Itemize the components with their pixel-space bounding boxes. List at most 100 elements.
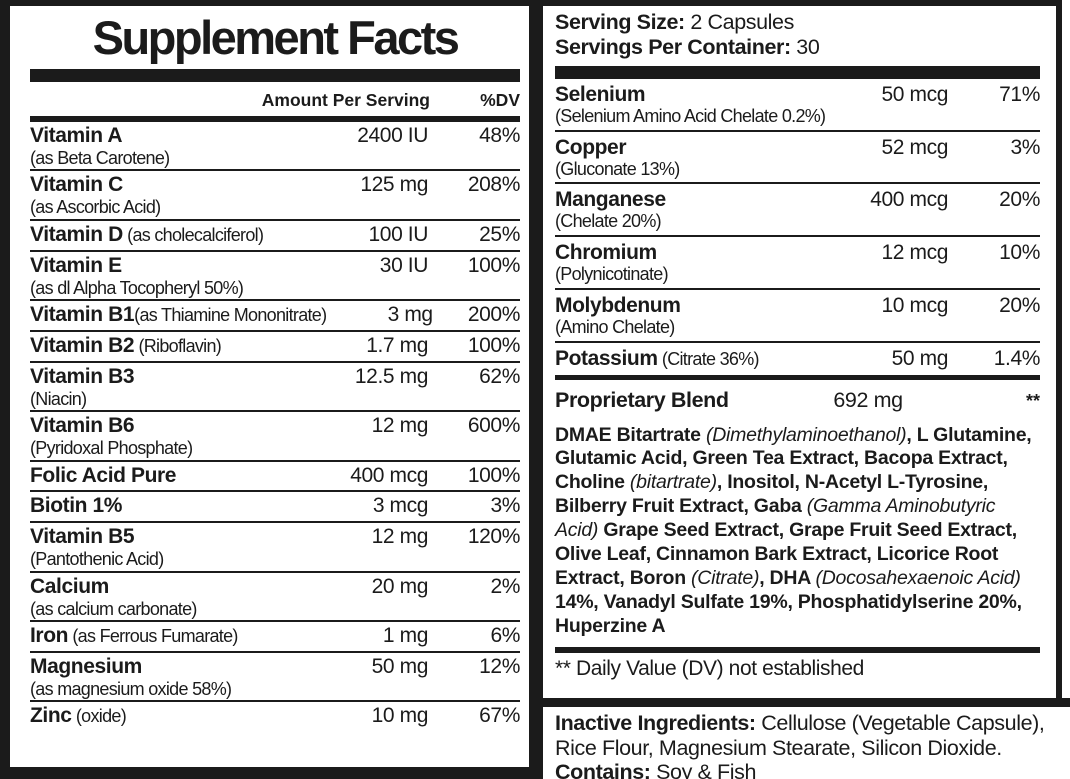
serving-size-label: Serving Size: bbox=[555, 10, 685, 34]
nutrient-row-main: Vitamin D (as cholecalciferol) 100 IU 25… bbox=[30, 223, 520, 248]
nutrient-source-inline: (as Thiamine Mononitrate) bbox=[134, 305, 327, 326]
nutrient-row-main: Selenium 50 mcg 71% bbox=[555, 83, 1040, 107]
proprietary-blend-amount: 692 mg bbox=[833, 387, 903, 412]
servings-per-container-label: Servings Per Container: bbox=[555, 34, 791, 59]
servings-per-container-line: Servings Per Container: 30 bbox=[555, 35, 1040, 60]
nutrient-source: (as calcium carbonate) bbox=[30, 598, 197, 619]
nutrient-row: Vitamin B6 12 mg 600% (Pyridoxal Phospha… bbox=[30, 410, 520, 459]
nutrient-row-main: Vitamin B2 (Riboflavin) 1.7 mg 100% bbox=[30, 334, 520, 359]
nutrient-name: Vitamin D bbox=[30, 222, 123, 246]
column-divider bbox=[529, 6, 543, 779]
nutrient-source: (as Ascorbic Acid) bbox=[30, 197, 161, 218]
nutrient-dv: 25% bbox=[479, 222, 520, 246]
nutrient-name: Potassium bbox=[555, 346, 658, 370]
nutrient-row: Vitamin C 125 mg 208% (as Ascorbic Acid) bbox=[30, 169, 520, 218]
nutrient-row: Vitamin D (as cholecalciferol) 100 IU 25… bbox=[30, 218, 520, 250]
inactive-ingredients-value: Cellulose (Vegetable Capsule), Rice Flou… bbox=[555, 711, 1045, 760]
nutrient-row: Potassium (Citrate 36%) 50 mg 1.4% bbox=[555, 340, 1040, 375]
nutrient-row-main: Chromium 12 mcg 10% bbox=[555, 241, 1040, 265]
nutrient-dv: 200% bbox=[467, 303, 521, 327]
nutrient-dv: 3% bbox=[1010, 135, 1040, 159]
nutrient-name: Chromium bbox=[555, 241, 657, 265]
nutrient-name-cell: Copper bbox=[555, 136, 836, 160]
nutrient-source-inline: (Citrate 36%) bbox=[657, 348, 760, 369]
nutrient-name-cell: Calcium bbox=[30, 575, 316, 600]
nutrient-source: (Selenium Amino Acid Chelate 0.2%) bbox=[555, 106, 826, 126]
nutrient-name-cell: Vitamin B3 bbox=[30, 365, 316, 390]
nutrient-name: Calcium bbox=[30, 574, 109, 598]
nutrient-name-cell: Chromium bbox=[555, 241, 836, 265]
nutrient-name-cell: Magnesium bbox=[30, 655, 316, 680]
nutrient-row: Vitamin B2 (Riboflavin) 1.7 mg 100% bbox=[30, 329, 520, 361]
nutrient-dv: 2% bbox=[490, 574, 520, 598]
nutrient-name: Vitamin E bbox=[30, 253, 122, 277]
nutrient-amount: 52 mcg bbox=[881, 135, 949, 159]
nutrient-name-cell: Zinc (oxide) bbox=[30, 704, 316, 729]
nutrient-name: Vitamin B5 bbox=[30, 525, 135, 549]
blend-ingredient-latin-name: (Gamma Aminobutyric Acid) bbox=[555, 495, 996, 542]
nutrient-dv: 100% bbox=[467, 253, 521, 277]
proprietary-blend-row: Proprietary Blend 692 mg ** bbox=[555, 374, 1040, 415]
nutrient-row: Manganese 400 mcg 20% (Chelate 20%) bbox=[555, 182, 1040, 235]
nutrient-name-cell: Vitamin A bbox=[30, 124, 316, 149]
nutrient-amount: 30 IU bbox=[379, 253, 429, 277]
contains-label: Contains: bbox=[555, 760, 651, 779]
nutrient-row: Vitamin B1(as Thiamine Mononitrate) 3 mg… bbox=[30, 299, 520, 330]
proprietary-blend-dv: ** bbox=[1025, 390, 1040, 411]
table-header-row: Amount Per Serving %DV bbox=[30, 82, 520, 116]
nutrient-name: Vitamin B1 bbox=[30, 303, 135, 327]
left-nutrient-table: Vitamin A 2400 IU 48% (as Beta Carotene)… bbox=[30, 122, 520, 731]
nutrient-row-main: Vitamin B1(as Thiamine Mononitrate) 3 mg… bbox=[30, 303, 520, 328]
inactive-ingredients-text: Inactive Ingredients: Cellulose (Vegetab… bbox=[555, 711, 1070, 760]
nutrient-name-cell: Molybdenum bbox=[555, 294, 836, 318]
nutrient-row: Chromium 12 mcg 10% (Polynicotinate) bbox=[555, 235, 1040, 288]
nutrient-name: Vitamin C bbox=[30, 173, 123, 197]
nutrient-name-cell: Vitamin B5 bbox=[30, 525, 316, 550]
nutrient-row: Zinc (oxide) 10 mg 67% bbox=[30, 700, 520, 731]
blend-ingredient-text: DMAE Bitartrate bbox=[555, 423, 706, 446]
nutrient-row: Magnesium 50 mg 12% (as magnesium oxide … bbox=[30, 650, 520, 700]
nutrient-amount: 10 mcg bbox=[881, 293, 949, 317]
nutrient-name: Manganese bbox=[555, 188, 666, 212]
nutrient-dv: 62% bbox=[479, 364, 520, 388]
proprietary-blend-name: Proprietary Blend bbox=[555, 387, 729, 412]
nutrient-name-cell: Vitamin E bbox=[30, 254, 316, 279]
nutrient-row-main: Vitamin B5 12 mg 120% bbox=[30, 525, 520, 550]
percent-dv-header: %DV bbox=[480, 90, 520, 110]
nutrient-name: Selenium bbox=[555, 83, 646, 106]
nutrient-source: (Polynicotinate) bbox=[555, 264, 669, 285]
nutrient-row-main: Molybdenum 10 mcg 20% bbox=[555, 294, 1040, 318]
nutrient-row-main: Copper 52 mcg 3% bbox=[555, 136, 1040, 160]
nutrient-dv: 208% bbox=[467, 173, 521, 197]
left-panel-bottom-border bbox=[0, 767, 529, 779]
nutrient-row-main: Potassium (Citrate 36%) 50 mg 1.4% bbox=[555, 347, 1040, 371]
header-separator-bar bbox=[30, 116, 520, 122]
nutrient-name: Vitamin B3 bbox=[30, 364, 135, 388]
nutrient-source: (as dl Alpha Tocopheryl 50%) bbox=[30, 277, 244, 298]
nutrient-amount: 12.5 mg bbox=[354, 364, 428, 388]
amount-per-serving-header: Amount Per Serving bbox=[261, 90, 430, 110]
nutrient-dv: 120% bbox=[467, 525, 521, 549]
nutrient-name-cell: Vitamin B1(as Thiamine Mononitrate) bbox=[30, 303, 327, 328]
daily-value-footnote: ** Daily Value (DV) not established bbox=[555, 657, 864, 681]
blend-ingredient-text: , DHA bbox=[759, 566, 816, 589]
nutrient-row-main: Vitamin C 125 mg 208% bbox=[30, 173, 520, 198]
nutrient-source: (as Beta Carotene) bbox=[30, 147, 170, 168]
nutrient-name-cell: Vitamin D (as cholecalciferol) bbox=[30, 223, 316, 248]
nutrient-source: (Niacin) bbox=[30, 388, 87, 409]
nutrient-dv: 12% bbox=[479, 654, 520, 678]
nutrient-source: (Chelate 20%) bbox=[555, 211, 662, 232]
nutrient-row-main: Vitamin B6 12 mg 600% bbox=[30, 414, 520, 439]
nutrient-dv: 20% bbox=[999, 188, 1040, 212]
nutrient-amount: 100 IU bbox=[368, 222, 429, 246]
serving-size-value: 2 Capsules bbox=[684, 10, 794, 34]
servings-per-container-value: 30 bbox=[790, 34, 820, 59]
nutrient-name-cell: Potassium (Citrate 36%) bbox=[555, 347, 836, 371]
nutrient-dv: 600% bbox=[467, 414, 521, 438]
blend-ingredient-text: Grape Seed Extract, Grape Fruit Seed Ext… bbox=[555, 519, 1017, 589]
nutrient-source: (Pyridoxal Phosphate) bbox=[30, 438, 193, 458]
frame-top-border bbox=[0, 0, 1062, 6]
nutrient-row-main: Vitamin E 30 IU 100% bbox=[30, 254, 520, 279]
nutrient-name-cell: Selenium bbox=[555, 83, 836, 107]
nutrient-row: Calcium 20 mg 2% (as calcium carbonate) bbox=[30, 570, 520, 620]
